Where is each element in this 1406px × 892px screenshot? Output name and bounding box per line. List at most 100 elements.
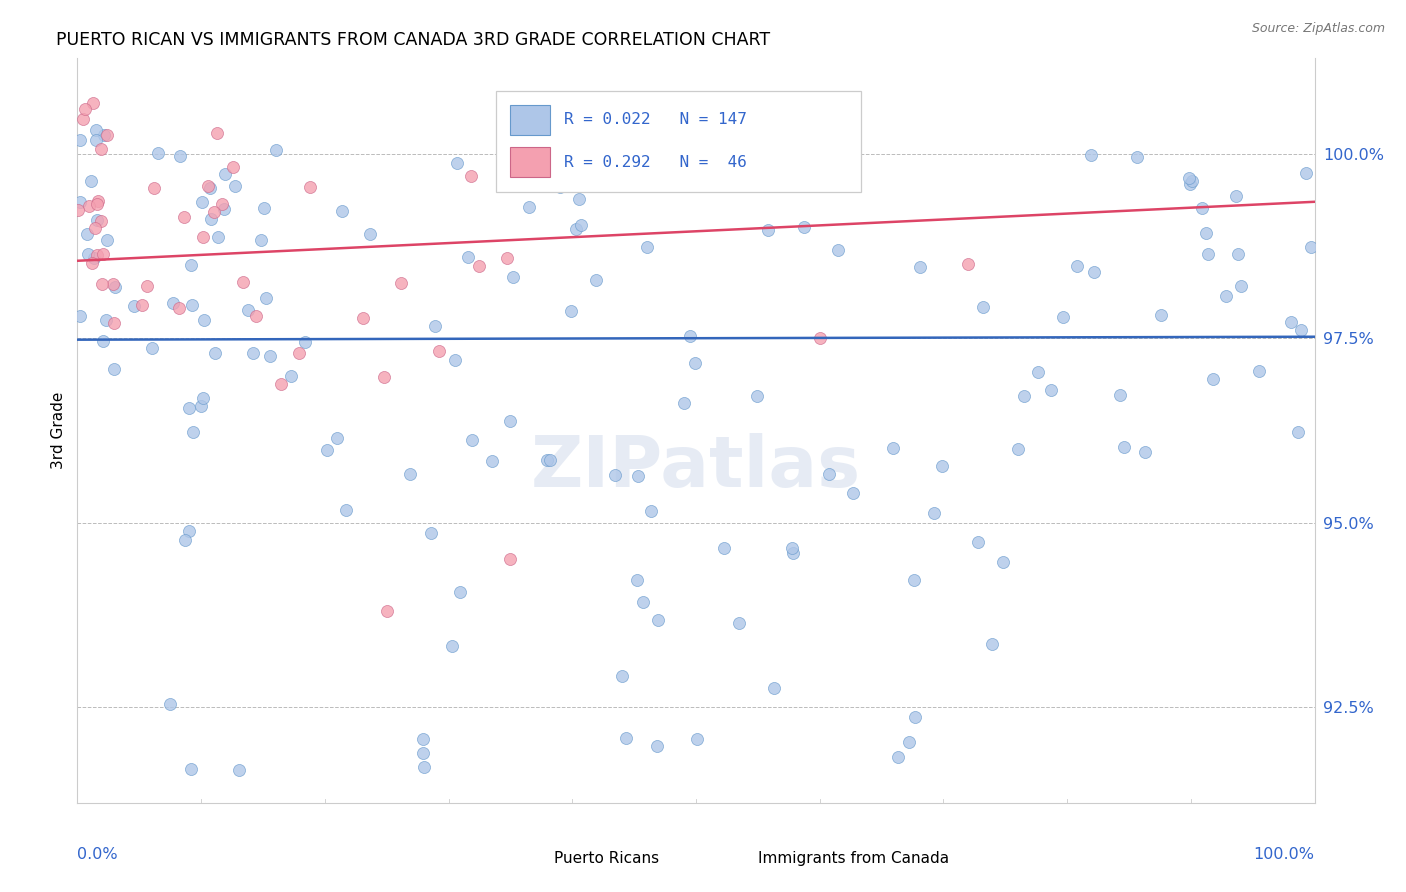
Point	[640, 503, 662, 517]
Point	[842, 486, 865, 500]
Point	[1289, 323, 1312, 337]
Point	[1178, 178, 1201, 192]
Point	[77, 247, 100, 261]
Point	[214, 167, 236, 181]
Point	[236, 303, 259, 318]
Point	[745, 389, 768, 403]
Point	[1066, 259, 1088, 273]
Point	[193, 391, 215, 405]
Point	[294, 335, 316, 350]
Point	[375, 604, 398, 618]
Point	[131, 298, 153, 312]
Text: R = 0.022   N = 147: R = 0.022 N = 147	[564, 112, 747, 128]
Point	[1195, 226, 1218, 240]
Point	[420, 525, 443, 540]
Point	[1299, 240, 1322, 254]
Point	[103, 316, 125, 330]
Point	[180, 258, 202, 272]
Point	[1080, 148, 1102, 162]
Point	[67, 203, 90, 218]
Point	[548, 180, 571, 194]
Point	[181, 298, 204, 312]
Point	[827, 243, 849, 257]
Text: Immigrants from Canada: Immigrants from Canada	[758, 851, 949, 866]
Point	[631, 594, 654, 608]
Point	[93, 128, 115, 142]
Point	[922, 506, 945, 520]
Point	[103, 361, 125, 376]
Point	[1112, 440, 1135, 454]
Point	[82, 256, 104, 270]
Point	[86, 196, 108, 211]
Point	[101, 277, 124, 292]
Point	[198, 181, 221, 195]
Point	[193, 313, 215, 327]
Point	[468, 260, 491, 274]
Point	[1279, 315, 1302, 329]
Point	[86, 213, 108, 227]
Point	[254, 291, 277, 305]
Point	[443, 352, 465, 367]
Point	[173, 533, 195, 548]
Point	[96, 313, 118, 327]
Point	[568, 192, 591, 206]
Text: 0.0%: 0.0%	[77, 847, 118, 863]
Point	[1226, 246, 1249, 260]
Point	[82, 96, 104, 111]
Point	[122, 299, 145, 313]
Point	[190, 400, 212, 414]
Point	[1215, 289, 1237, 303]
FancyBboxPatch shape	[510, 846, 546, 872]
Point	[910, 260, 932, 274]
Text: ZIPatlas: ZIPatlas	[531, 434, 860, 502]
Point	[167, 301, 190, 315]
Point	[159, 697, 181, 711]
Point	[202, 205, 225, 219]
Point	[90, 142, 112, 156]
Point	[517, 200, 540, 214]
Point	[211, 197, 233, 211]
Point	[1007, 442, 1029, 456]
Point	[457, 251, 479, 265]
Point	[69, 133, 91, 147]
Point	[931, 458, 953, 473]
Point	[76, 227, 98, 241]
Point	[1039, 384, 1062, 398]
Point	[780, 541, 803, 556]
Point	[1247, 364, 1270, 378]
Point	[605, 468, 627, 483]
Point	[326, 431, 349, 445]
Point	[207, 230, 229, 244]
Point	[647, 613, 669, 627]
Point	[214, 202, 236, 216]
Point	[898, 735, 921, 749]
Point	[727, 615, 749, 630]
Point	[412, 732, 434, 747]
Point	[84, 220, 107, 235]
Point	[1149, 308, 1171, 322]
Text: 100.0%: 100.0%	[1254, 847, 1315, 863]
Point	[565, 221, 588, 235]
Point	[1286, 425, 1309, 439]
Point	[412, 747, 434, 761]
Point	[957, 257, 980, 271]
Point	[245, 310, 267, 324]
Point	[683, 356, 706, 370]
Point	[882, 441, 904, 455]
Point	[904, 710, 927, 724]
Point	[495, 252, 517, 266]
Point	[146, 145, 169, 160]
Point	[561, 169, 583, 183]
Point	[903, 573, 925, 587]
Point	[1295, 166, 1317, 180]
Point	[614, 731, 637, 745]
Point	[782, 546, 804, 560]
Point	[1028, 365, 1050, 379]
Text: Puerto Ricans: Puerto Ricans	[554, 851, 659, 866]
Point	[287, 346, 309, 360]
Point	[73, 102, 96, 116]
FancyBboxPatch shape	[495, 92, 860, 192]
Point	[967, 535, 990, 549]
Point	[69, 309, 91, 323]
Point	[460, 169, 482, 184]
